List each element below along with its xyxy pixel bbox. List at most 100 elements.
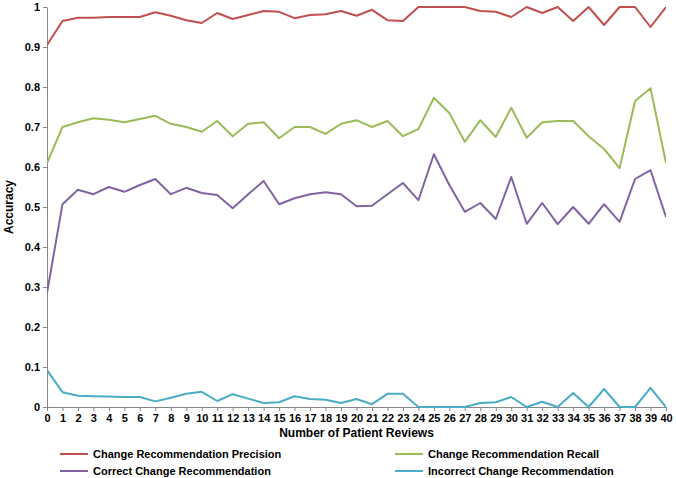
tick: 11 <box>212 407 224 424</box>
tick: 1 <box>60 407 66 424</box>
tick-mark <box>109 407 110 411</box>
tick-label: 6 <box>137 412 143 424</box>
tick: 2 <box>75 407 81 424</box>
chart: 0123456789101112131415161718192021222324… <box>0 0 676 478</box>
tick: 31 <box>521 407 533 424</box>
tick-mark <box>264 407 265 411</box>
tick-mark <box>43 287 47 288</box>
tick-mark <box>140 407 141 411</box>
tick-label: 5 <box>122 412 128 424</box>
tick-label: 15 <box>274 412 286 424</box>
tick-mark <box>43 7 47 8</box>
tick-mark <box>666 407 667 411</box>
tick-label: 0.4 <box>25 241 41 253</box>
tick-mark <box>217 407 218 411</box>
tick-mark <box>357 407 358 411</box>
tick-label: 38 <box>629 412 641 424</box>
tick: 19 <box>335 407 347 424</box>
tick: 23 <box>397 407 409 424</box>
tick-mark <box>341 407 342 411</box>
tick: 38 <box>629 407 641 424</box>
tick-label: 16 <box>289 412 301 424</box>
legend-label: Incorrect Change Recommendation <box>428 465 614 477</box>
tick: 20 <box>351 407 363 424</box>
tick-label: 36 <box>598 412 610 424</box>
tick-label: 25 <box>428 412 440 424</box>
tick: 39 <box>645 407 657 424</box>
tick: 0.2 <box>25 321 47 333</box>
tick: 0 <box>34 401 47 413</box>
tick-mark <box>93 407 94 411</box>
tick: 22 <box>382 407 394 424</box>
tick-mark <box>43 367 47 368</box>
tick-mark <box>47 407 48 411</box>
tick-label: 24 <box>413 412 426 424</box>
tick: 24 <box>413 407 426 424</box>
tick: 0.5 <box>25 201 47 213</box>
tick: 4 <box>106 407 113 424</box>
x-axis: 0123456789101112131415161718192021222324… <box>44 407 672 424</box>
tick-label: 23 <box>397 412 409 424</box>
tick-mark <box>387 407 388 411</box>
y-axis: 00.10.20.30.40.50.60.70.80.91 <box>25 1 48 413</box>
tick-label: 17 <box>304 412 316 424</box>
tick-mark <box>43 207 47 208</box>
tick-label: 40 <box>660 412 672 424</box>
tick-mark <box>171 407 172 411</box>
tick-label: 26 <box>444 412 456 424</box>
tick-label: 32 <box>537 412 549 424</box>
tick-label: 0.9 <box>25 41 40 53</box>
tick: 35 <box>583 407 595 424</box>
tick-mark <box>496 407 497 411</box>
tick-label: 9 <box>184 412 190 424</box>
tick: 6 <box>137 407 143 424</box>
tick-label: 20 <box>351 412 363 424</box>
tick: 33 <box>552 407 564 424</box>
tick: 37 <box>614 407 626 424</box>
tick-mark <box>155 407 156 411</box>
tick-mark <box>43 167 47 168</box>
tick: 28 <box>475 407 487 424</box>
legend: Change Recommendation PrecisionChange Re… <box>60 448 614 477</box>
legend-swatch <box>395 470 423 472</box>
tick: 36 <box>598 407 610 424</box>
tick-mark <box>573 407 574 411</box>
tick-label: 1 <box>34 1 40 13</box>
tick-mark <box>124 407 125 411</box>
tick-label: 10 <box>196 412 208 424</box>
tick-label: 11 <box>212 412 224 424</box>
tick-label: 0 <box>44 412 50 424</box>
series-line <box>47 370 666 407</box>
tick: 0.7 <box>25 121 47 133</box>
series-line <box>47 88 666 168</box>
tick-mark <box>604 407 605 411</box>
tick-label: 8 <box>168 412 174 424</box>
tick-label: 34 <box>568 412 581 424</box>
tick-label: 13 <box>243 412 255 424</box>
tick: 27 <box>459 407 471 424</box>
tick-mark <box>43 247 47 248</box>
tick-mark <box>326 407 327 411</box>
tick-mark <box>279 407 280 411</box>
tick: 25 <box>428 407 440 424</box>
tick-label: 0.6 <box>25 161 40 173</box>
tick-mark <box>62 407 63 411</box>
tick-label: 0.7 <box>25 121 40 133</box>
tick-label: 22 <box>382 412 394 424</box>
tick: 1 <box>34 1 47 13</box>
tick-label: 30 <box>506 412 518 424</box>
tick: 21 <box>366 407 378 424</box>
tick-label: 18 <box>320 412 332 424</box>
tick-label: 2 <box>75 412 81 424</box>
tick-label: 27 <box>459 412 471 424</box>
tick-mark <box>43 327 47 328</box>
tick: 5 <box>122 407 128 424</box>
tick-mark <box>233 407 234 411</box>
tick: 0.6 <box>25 161 47 173</box>
tick: 0.1 <box>25 361 47 373</box>
tick-label: 21 <box>366 412 378 424</box>
legend-swatch <box>60 453 88 455</box>
x-axis-title: Number of Patient Reviews <box>279 426 434 440</box>
series-line <box>47 154 666 293</box>
tick: 8 <box>168 407 174 424</box>
